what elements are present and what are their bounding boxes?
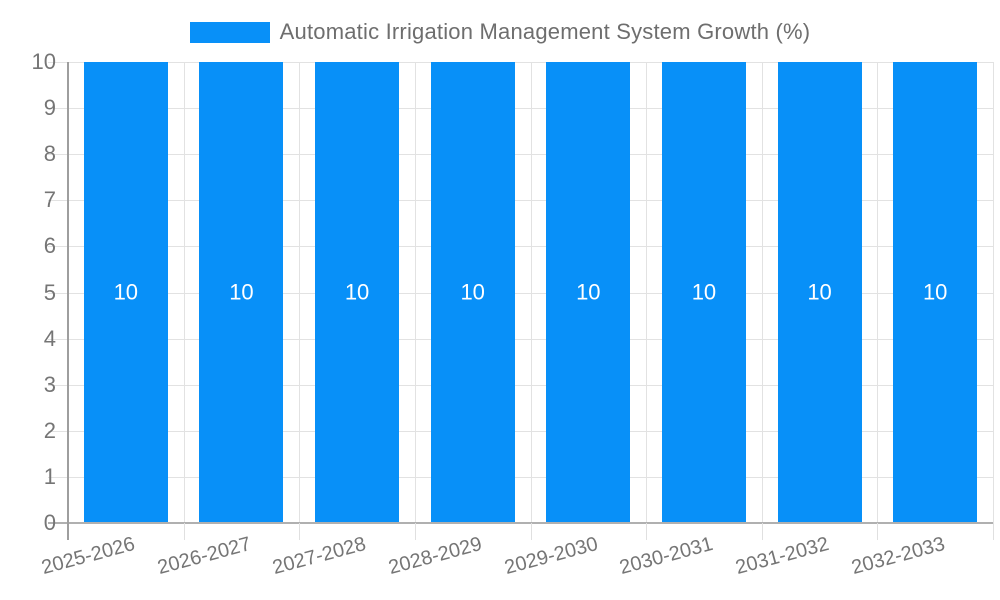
legend-label: Automatic Irrigation Management System G…	[279, 19, 811, 44]
plot-area: 10 10 10 10 10 10 10 10	[48, 62, 994, 540]
x-axis-tick-label: 2025-2026	[39, 533, 138, 580]
y-axis-line	[67, 62, 69, 540]
gridline-h	[48, 384, 993, 386]
x-axis-tick	[646, 523, 648, 540]
x-axis-tick	[761, 523, 763, 540]
y-axis-tick-label: 6	[43, 233, 56, 259]
bar-value-label: 10	[691, 278, 717, 304]
bar: 10	[661, 62, 746, 523]
bar-value-label: 10	[113, 278, 139, 304]
gridline-v	[646, 62, 648, 523]
x-axis-tick	[530, 523, 532, 540]
y-axis-tick-label: 1	[43, 463, 56, 489]
bar: 10	[83, 62, 168, 523]
gridline-h	[48, 338, 993, 340]
gridline-v	[530, 62, 532, 523]
gridline-v	[414, 62, 416, 523]
y-axis-tick-label: 10	[31, 49, 56, 74]
bar-value-label: 10	[922, 278, 948, 304]
bar: 10	[315, 62, 400, 523]
x-axis-tick-label: 2031-2032	[733, 533, 832, 580]
bar-value-label: 10	[576, 278, 601, 304]
gridline-h	[48, 430, 993, 432]
x-axis-tick-label: 2028-2029	[386, 533, 485, 580]
legend-swatch	[189, 21, 270, 43]
x-axis-tick	[183, 523, 185, 540]
x-axis-tick-label: 2027-2028	[270, 533, 369, 580]
gridline-v	[299, 62, 301, 523]
gridline-h	[48, 154, 993, 156]
x-axis-tick	[993, 523, 994, 540]
bar-value-label: 10	[344, 278, 370, 304]
x-axis-tick	[877, 523, 879, 540]
gridline-h	[48, 62, 993, 63]
y-axis-tick-label: 3	[43, 371, 56, 397]
y-axis-tick-label: 8	[43, 141, 56, 167]
y-axis-tick-label: 7	[43, 187, 56, 213]
bar-value-label: 10	[807, 278, 832, 304]
bar: 10	[430, 62, 515, 523]
x-axis-tick	[299, 523, 301, 540]
gridline-h	[48, 476, 993, 478]
x-axis-tick-label: 2026-2027	[155, 533, 254, 580]
x-axis-tick-label: 2032-2033	[848, 533, 947, 580]
gridline-v	[761, 62, 763, 523]
gridline-v	[877, 62, 879, 523]
bar: 10	[893, 62, 978, 523]
x-axis-line	[48, 522, 993, 524]
bar-value-label: 10	[460, 278, 485, 304]
x-axis-tick-label: 2029-2030	[501, 533, 601, 580]
x-axis-tick-label: 2030-2031	[617, 533, 716, 580]
x-axis-tick	[414, 523, 416, 540]
bar-value-label: 10	[229, 278, 254, 304]
gridline-v	[993, 62, 994, 523]
bar: 10	[777, 62, 862, 523]
y-axis-tick-label: 2	[43, 417, 56, 443]
y-axis-tick-label: 0	[43, 510, 56, 535]
y-axis-tick-label: 5	[43, 279, 56, 305]
y-axis-tick-label: 9	[43, 95, 56, 121]
bar: 10	[199, 62, 284, 523]
bar: 10	[546, 62, 631, 523]
gridline-h	[48, 292, 993, 294]
gridline-h	[48, 108, 993, 110]
y-axis-tick-label: 4	[43, 325, 56, 351]
gridline-h	[48, 246, 993, 248]
gridline-h	[48, 200, 993, 202]
gridline-v	[183, 62, 185, 523]
legend: Automatic Irrigation Management System G…	[0, 18, 1000, 46]
